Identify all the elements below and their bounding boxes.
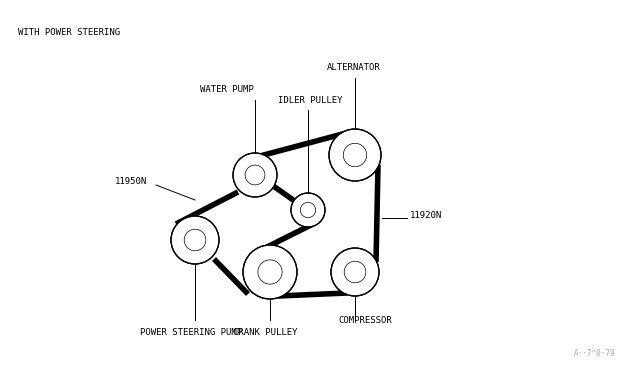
Text: POWER STEERING PUMP: POWER STEERING PUMP [140, 328, 242, 337]
Text: IDLER PULLEY: IDLER PULLEY [278, 96, 342, 105]
Circle shape [291, 193, 325, 227]
Text: WITH POWER STEERING: WITH POWER STEERING [18, 28, 120, 37]
Text: COMPRESSOR: COMPRESSOR [338, 316, 392, 325]
Circle shape [331, 248, 379, 296]
Circle shape [243, 245, 297, 299]
Text: A··7^0·79: A··7^0·79 [573, 349, 615, 358]
Text: ALTERNATOR: ALTERNATOR [327, 63, 381, 72]
Circle shape [329, 129, 381, 181]
Text: 11950N: 11950N [115, 177, 147, 186]
Text: 11920N: 11920N [410, 211, 442, 219]
Text: WATER PUMP: WATER PUMP [200, 85, 253, 94]
Circle shape [171, 216, 219, 264]
Circle shape [233, 153, 277, 197]
Text: CRANK PULLEY: CRANK PULLEY [233, 328, 298, 337]
